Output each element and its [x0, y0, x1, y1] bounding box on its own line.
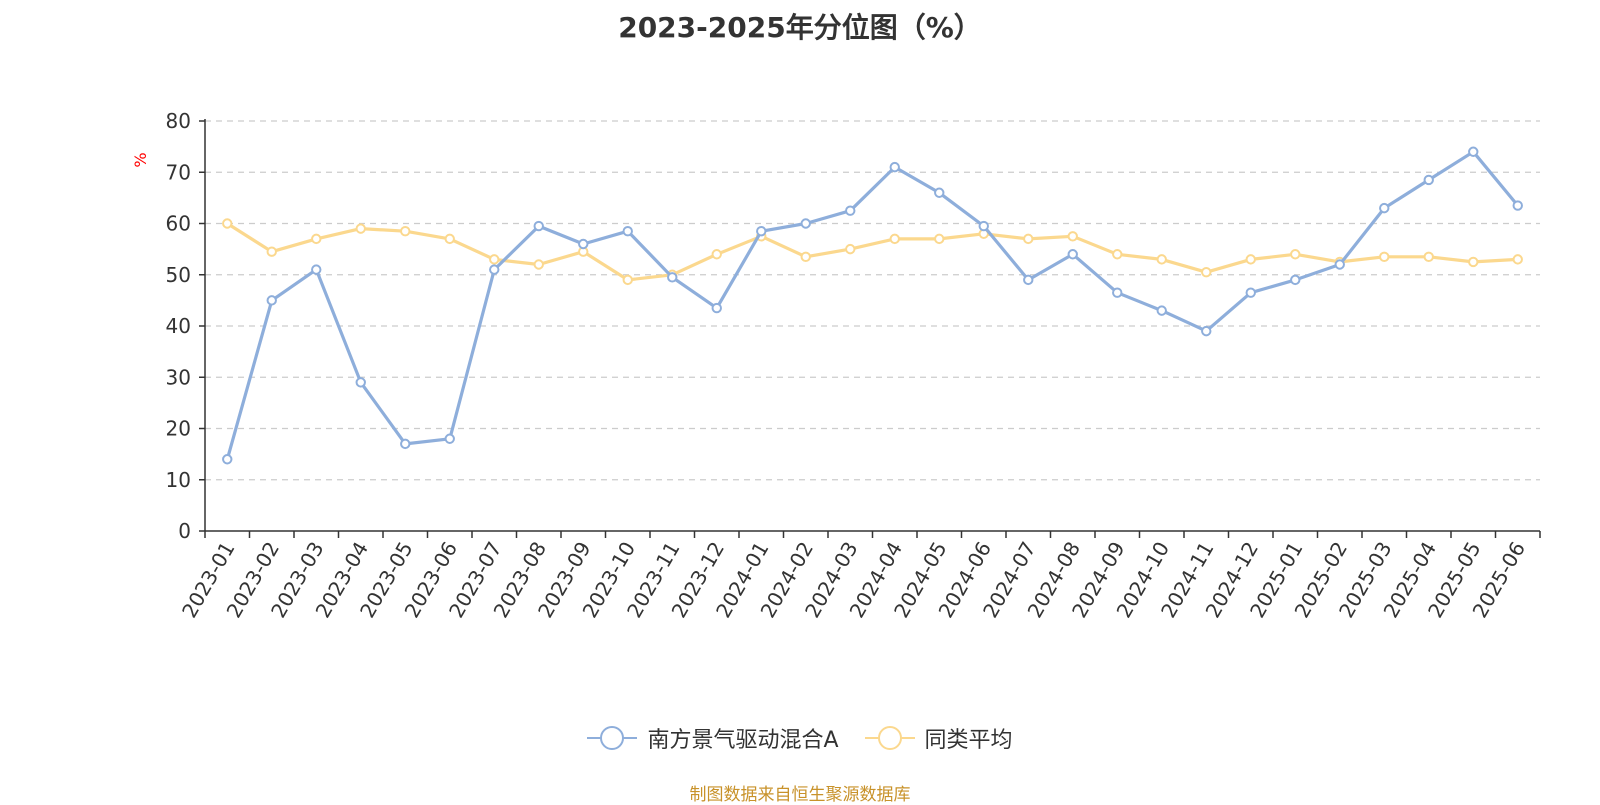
data-point-1 — [355, 223, 366, 234]
data-point-1 — [222, 218, 233, 229]
data-point-1 — [622, 274, 633, 286]
data-point-0 — [222, 454, 233, 465]
y-tick-label: 0 — [178, 519, 191, 543]
data-point-0 — [1290, 274, 1301, 286]
line-chart: 010203040506070802023-012023-022023-0320… — [131, 109, 1541, 622]
data-point-0 — [533, 220, 544, 232]
data-point-0 — [1334, 259, 1345, 270]
data-point-0 — [667, 272, 678, 283]
y-tick-label: 80 — [166, 109, 191, 133]
y-tick-label: 30 — [166, 365, 191, 389]
data-point-0 — [711, 302, 722, 314]
y-tick-label: 60 — [166, 212, 191, 236]
data-point-1 — [1379, 251, 1390, 263]
data-point-0 — [1023, 274, 1034, 286]
data-point-1 — [845, 243, 856, 255]
legend-label: 南方景气驱动混合A — [647, 728, 839, 753]
data-point-0 — [355, 377, 366, 388]
data-point-1 — [1245, 254, 1256, 265]
legend-item-1[interactable]: 同类平均 — [864, 722, 1013, 754]
data-point-0 — [1512, 200, 1523, 211]
data-point-0 — [1245, 287, 1256, 298]
data-point-1 — [311, 233, 322, 245]
y-tick-label: 70 — [166, 160, 191, 184]
y-tick-label: 10 — [166, 468, 191, 492]
series-line-1 — [225, 221, 1520, 282]
data-point-1 — [934, 233, 945, 245]
y-tick-label: 40 — [166, 314, 191, 338]
data-point-1 — [800, 251, 811, 263]
data-point-0 — [1112, 287, 1123, 298]
data-point-0 — [978, 220, 989, 232]
axes: 010203040506070802023-012023-022023-0320… — [166, 109, 1541, 622]
legend-label: 同类平均 — [924, 728, 1013, 753]
data-point-0 — [889, 161, 900, 173]
data-point-1 — [1067, 231, 1078, 242]
data-point-0 — [756, 225, 767, 237]
data-point-1 — [1201, 266, 1212, 278]
data-point-0 — [1468, 146, 1479, 157]
data-point-1 — [1512, 254, 1523, 265]
data-point-0 — [489, 264, 500, 275]
data-point-0 — [311, 264, 322, 275]
data-point-0 — [1423, 174, 1434, 186]
legend: 南方景气驱动混合A 同类平均 — [0, 722, 1600, 754]
data-point-0 — [1156, 305, 1167, 316]
y-axis-unit-label: % — [131, 152, 150, 167]
data-point-0 — [800, 218, 811, 229]
data-point-1 — [1423, 251, 1434, 263]
data-point-1 — [1023, 233, 1034, 245]
data-point-1 — [711, 249, 722, 260]
series-line-0 — [225, 150, 1520, 461]
legend-item-0[interactable]: 南方景气驱动混合A — [587, 722, 839, 754]
data-point-1 — [400, 225, 411, 237]
source-note: 制图数据来自恒生聚源数据库 — [689, 785, 911, 805]
data-point-1 — [1112, 249, 1123, 260]
data-point-0 — [444, 433, 455, 444]
data-point-1 — [1156, 254, 1167, 265]
data-point-0 — [400, 438, 411, 450]
data-point-1 — [266, 246, 277, 257]
data-point-1 — [1290, 249, 1301, 260]
data-point-0 — [1067, 249, 1078, 260]
data-point-1 — [533, 259, 544, 270]
data-point-1 — [444, 233, 455, 245]
grid-lines — [205, 120, 1540, 481]
data-point-1 — [889, 233, 900, 245]
chart-title: 2023-2025年分位图（%） — [618, 11, 982, 44]
data-point-0 — [934, 187, 945, 198]
data-point-0 — [266, 295, 277, 306]
series-layer — [222, 146, 1523, 465]
data-point-0 — [1379, 202, 1390, 214]
data-point-1 — [1468, 256, 1479, 268]
legend-swatch-icon — [864, 726, 915, 750]
data-point-1 — [489, 254, 500, 265]
data-point-0 — [1201, 325, 1212, 337]
data-point-0 — [845, 205, 856, 216]
data-point-0 — [578, 238, 589, 250]
y-tick-label: 20 — [166, 417, 191, 441]
data-point-0 — [622, 225, 633, 237]
legend-swatch-icon — [587, 726, 638, 750]
y-tick-label: 50 — [166, 263, 191, 287]
